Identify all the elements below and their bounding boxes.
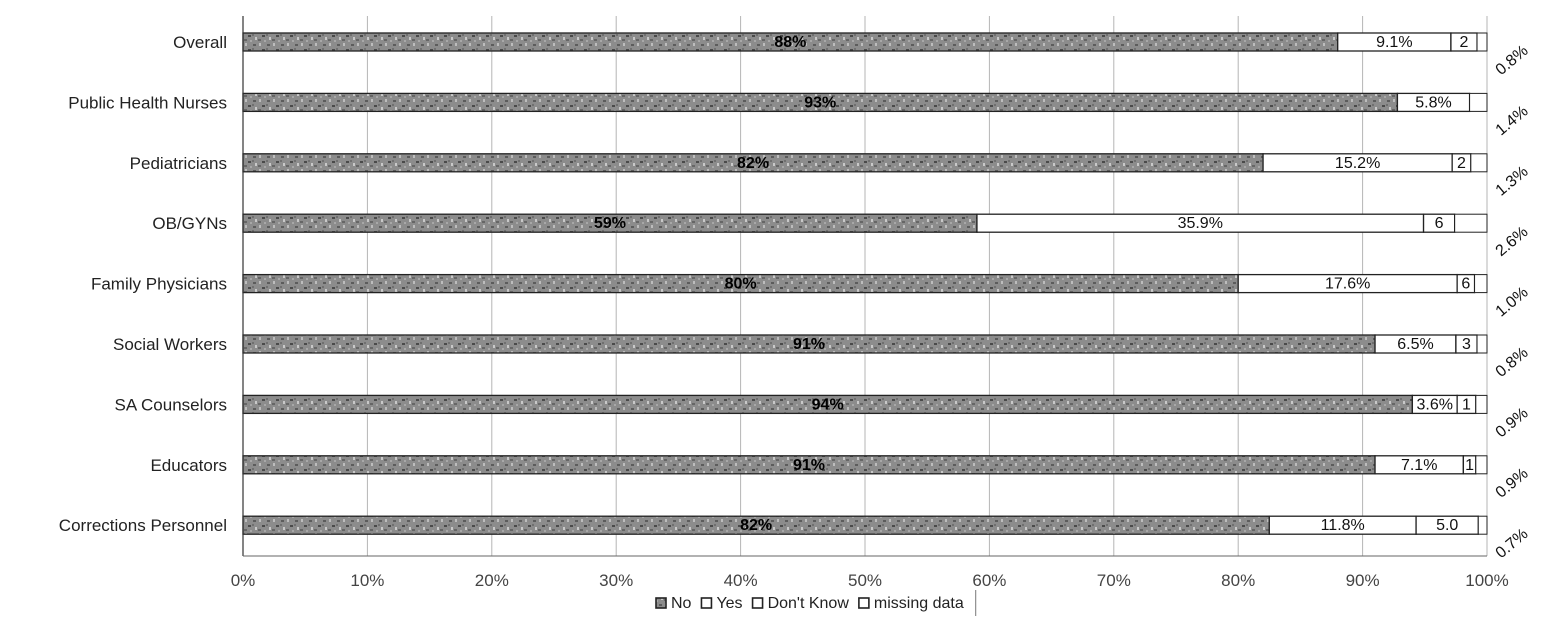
x-tick-label: 30% xyxy=(599,571,633,590)
data-label-no: 82% xyxy=(737,155,769,172)
data-label-missing-data: 0.8% xyxy=(1493,344,1532,380)
data-label-yes: 6.5% xyxy=(1397,336,1433,353)
data-label-missing-data: 0.9% xyxy=(1493,465,1532,501)
x-tick-label: 0% xyxy=(231,571,256,590)
bar-segment-missing-data xyxy=(1469,92,1488,112)
data-label-dont-know: 6 xyxy=(1461,276,1470,293)
category-label: Educators xyxy=(150,456,227,475)
x-tick-label: 100% xyxy=(1465,571,1508,590)
bar-segment-missing-data xyxy=(1475,394,1488,414)
legend-swatch xyxy=(655,597,667,609)
category-label: Overall xyxy=(173,33,227,52)
data-label-dont-know: 5.0 xyxy=(1436,517,1458,534)
bars xyxy=(242,32,1488,535)
category-label: Family Physicians xyxy=(91,275,227,294)
data-label-yes: 17.6% xyxy=(1325,276,1370,293)
data-label-missing-data: 1.0% xyxy=(1493,284,1532,320)
bar-segment-missing-data xyxy=(1476,32,1488,52)
data-label-yes: 15.2% xyxy=(1335,155,1380,172)
data-label-no: 91% xyxy=(793,336,825,353)
legend: No Yes Don't Know missing data xyxy=(655,590,977,616)
data-label-missing-data: 2.6% xyxy=(1493,224,1532,260)
data-labels: Overall 88% 9.1% 2 0.8% Public Health Nurses 9… xyxy=(59,33,1532,562)
data-label-yes: 3.6% xyxy=(1417,396,1453,413)
bar-segment-missing-data xyxy=(1476,334,1488,354)
legend-swatch xyxy=(858,597,870,609)
data-label-no: 82% xyxy=(740,517,772,534)
category-label: Public Health Nurses xyxy=(68,93,227,112)
data-label-dont-know: 1 xyxy=(1462,396,1471,413)
data-label-no: 59% xyxy=(594,215,626,232)
data-label-missing-data: 1.3% xyxy=(1493,163,1532,199)
legend-swatch xyxy=(751,597,764,609)
category-label: Pediatricians xyxy=(130,154,227,173)
x-tick-label: 70% xyxy=(1097,571,1131,590)
bar-segment-missing-data xyxy=(1474,274,1488,294)
data-label-no: 94% xyxy=(812,396,844,413)
category-label: Social Workers xyxy=(113,335,227,354)
x-tick-label: 80% xyxy=(1221,571,1255,590)
data-label-dont-know: 3 xyxy=(1462,336,1471,353)
data-label-dont-know: 6 xyxy=(1435,215,1444,232)
data-label-missing-data: 1.4% xyxy=(1493,103,1532,139)
x-tick-label: 40% xyxy=(724,571,758,590)
x-tick-label: 10% xyxy=(350,571,384,590)
legend-entry: Yes xyxy=(716,595,742,612)
data-label-yes: 5.8% xyxy=(1415,94,1451,111)
legend-entry: Don't Know xyxy=(768,595,850,612)
x-tick-label: 90% xyxy=(1346,571,1380,590)
data-label-yes: 7.1% xyxy=(1401,457,1437,474)
data-label-no: 93% xyxy=(804,94,836,111)
data-label-yes: 35.9% xyxy=(1178,215,1223,232)
bar-segment-missing-data xyxy=(1477,515,1488,535)
category-label: SA Counselors xyxy=(115,395,227,414)
legend-entry: No xyxy=(671,595,692,612)
x-tick-label: 20% xyxy=(475,571,509,590)
bar-segment-missing-data xyxy=(1454,213,1488,233)
data-label-missing-data: 0.8% xyxy=(1493,42,1532,78)
x-tick-label: 60% xyxy=(972,571,1006,590)
data-label-missing-data: 0.7% xyxy=(1493,526,1532,562)
data-label-dont-know: 2 xyxy=(1457,155,1466,172)
category-label: OB/GYNs xyxy=(152,214,227,233)
data-label-yes: 9.1% xyxy=(1376,34,1412,51)
bar-segment-missing-data xyxy=(1470,153,1488,173)
data-label-dont-know: 2 xyxy=(1460,34,1469,51)
x-tick-label: 50% xyxy=(848,571,882,590)
data-label-no: 80% xyxy=(725,276,757,293)
category-label: Corrections Personnel xyxy=(59,516,227,535)
legend-swatch xyxy=(700,597,713,609)
data-label-yes: 11.8% xyxy=(1321,517,1365,534)
data-label-no: 88% xyxy=(774,34,806,51)
legend-entry: missing data xyxy=(874,595,964,612)
data-label-missing-data: 0.9% xyxy=(1493,405,1532,441)
bar-segment-missing-data xyxy=(1475,455,1488,475)
axes: 0% 10% 20% 30% 40% 50% 60% 70% 80% 90% 100% xyxy=(231,16,1509,590)
data-label-dont-know: 1 xyxy=(1465,457,1474,474)
data-label-no: 91% xyxy=(793,457,825,474)
